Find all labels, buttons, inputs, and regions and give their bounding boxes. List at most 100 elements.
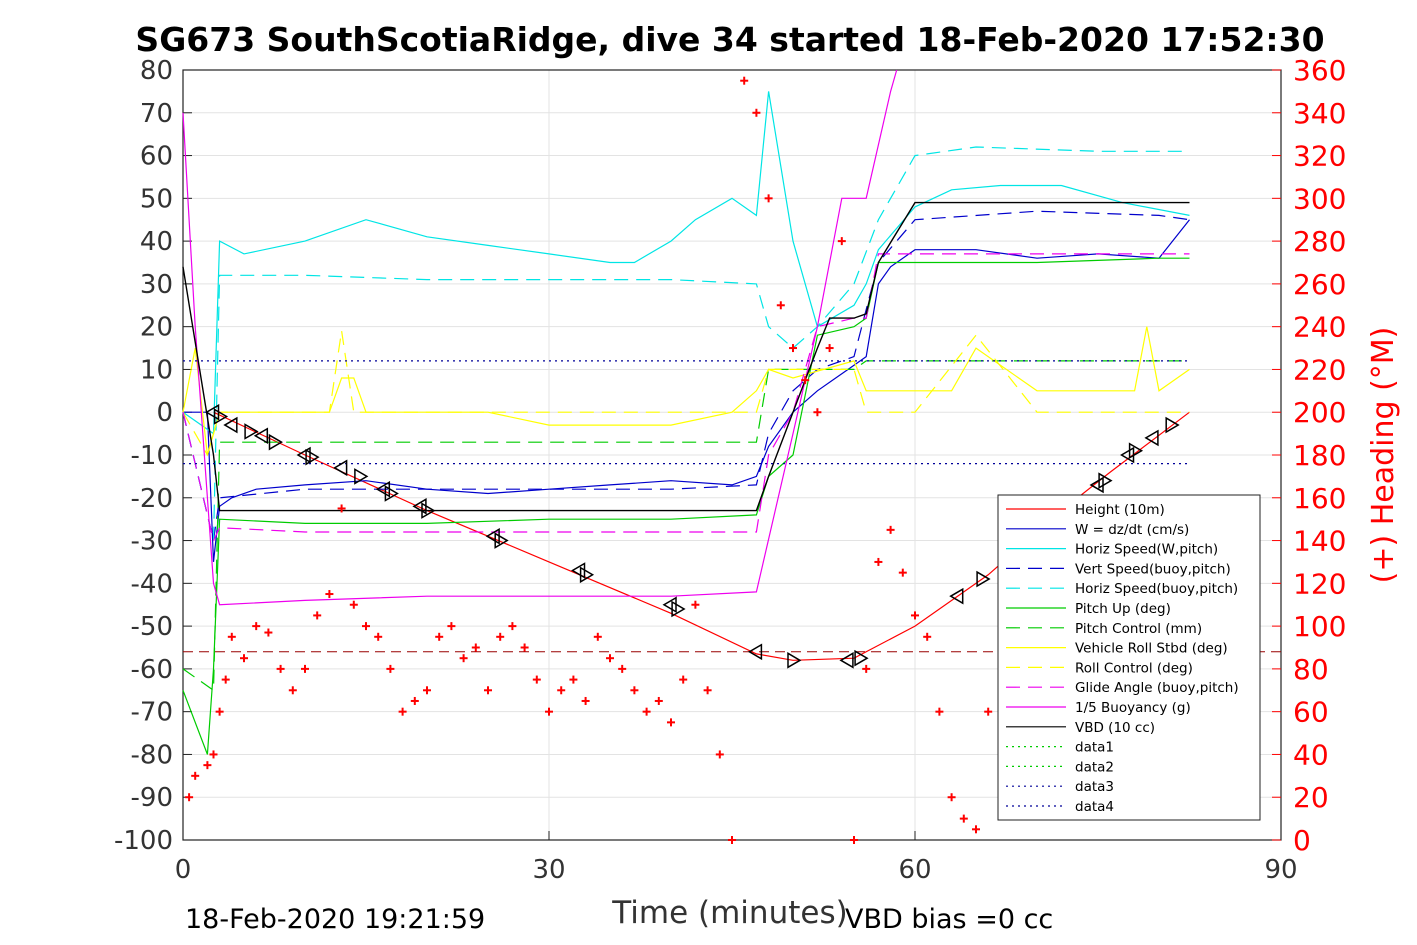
y-tick-label: 10: [140, 355, 173, 385]
heading-point: [703, 686, 712, 695]
legend-label: data2: [1075, 759, 1114, 775]
series-layer: [182, 69, 1281, 755]
triangle-markers: [205, 403, 1180, 669]
legend-label: W = dz/dt (cm/s): [1075, 522, 1189, 538]
y-tick-label: -60: [131, 655, 173, 685]
heading-point: [886, 525, 895, 534]
x-tick-label: 90: [1264, 855, 1297, 885]
heading-point: [496, 632, 505, 641]
triangle-marker: [976, 570, 991, 588]
heading-point: [301, 664, 309, 673]
legend-label: 1/5 Buoyancy (g): [1075, 700, 1191, 716]
y2-tick-label: 260: [1293, 268, 1346, 301]
heading-point: [776, 301, 785, 310]
triangle-marker: [787, 652, 802, 669]
legend-label: VBD (10 cc): [1075, 720, 1155, 736]
heading-point: [435, 632, 444, 641]
triangle-marker: [1144, 429, 1159, 447]
legend-label: data3: [1075, 779, 1114, 795]
heading-point: [557, 686, 566, 695]
y2-tick-label: 300: [1293, 182, 1346, 215]
heading-point: [691, 600, 700, 609]
footer-timestamp: 18-Feb-2020 19:21:59: [185, 904, 485, 935]
right-axis-ticks: 3603403203002802602402202001801601401201…: [1272, 54, 1346, 857]
heading-point: [959, 814, 968, 823]
heading-point: [459, 654, 468, 663]
legend-label: Vehicle Roll Stbd (deg): [1075, 641, 1228, 657]
y-tick-label: 40: [140, 227, 173, 257]
y2-tick-label: 140: [1293, 525, 1346, 558]
legend-label: Horiz Speed(W,pitch): [1075, 542, 1218, 558]
y-tick-label: 60: [140, 142, 173, 172]
heading-point: [581, 696, 590, 705]
heading-point: [185, 793, 194, 802]
triangle-marker: [296, 446, 311, 464]
y-tick-label: 80: [140, 56, 173, 86]
heading-point: [386, 664, 395, 673]
heading-point: [825, 344, 834, 353]
heading-point: [752, 108, 761, 117]
heading-point: [593, 632, 602, 641]
heading-point: [227, 632, 236, 641]
triangle-marker: [1098, 472, 1113, 489]
y2-tick-label: 280: [1293, 225, 1346, 258]
bottom-axis-ticks: 0 30 60 90: [175, 831, 1298, 885]
heading-point: [874, 557, 883, 566]
heading-point: [850, 836, 858, 844]
y-tick-label: -40: [131, 569, 173, 599]
heading-point: [191, 771, 200, 780]
y2-tick-label: 180: [1293, 439, 1346, 472]
heading-point: [423, 686, 431, 695]
series-line-10: [182, 69, 898, 606]
heading-point: [484, 686, 492, 695]
heading-point: [947, 793, 956, 802]
legend-label: Height (10m): [1075, 502, 1165, 518]
footer-vbd-bias: VBD bias =0 cc: [845, 904, 1053, 935]
heading-point: [252, 622, 261, 631]
triangle-marker: [421, 502, 436, 519]
heading-point: [508, 622, 517, 631]
heading-point: [288, 686, 297, 695]
heading-point: [209, 750, 218, 759]
heading-point: [728, 836, 736, 844]
y-tick-label: 30: [140, 270, 173, 300]
y2-tick-label: 40: [1293, 738, 1329, 771]
heading-point: [789, 344, 797, 353]
heading-point: [337, 504, 346, 513]
heading-point: [215, 707, 224, 716]
heading-point: [398, 707, 407, 716]
heading-point: [221, 675, 230, 684]
y2-tick-label: 240: [1293, 311, 1346, 344]
triangle-marker: [1165, 416, 1180, 434]
triangle-marker: [671, 600, 686, 618]
heading-point: [545, 707, 553, 716]
y-tick-label: -90: [131, 783, 173, 813]
series-line-4: [182, 146, 1190, 541]
y2-tick-label: 320: [1293, 140, 1346, 173]
y2-tick-label: 100: [1293, 610, 1346, 643]
heading-point: [923, 632, 932, 641]
triangle-marker: [253, 427, 269, 445]
y2-tick-label: 220: [1293, 353, 1346, 386]
heading-point: [325, 590, 334, 599]
heading-point: [471, 643, 480, 652]
triangle-marker: [494, 532, 509, 549]
heading-point: [862, 664, 871, 673]
legend-label: Pitch Up (deg): [1075, 601, 1171, 617]
legend-label: Glide Angle (buoy,pitch): [1075, 680, 1239, 696]
heading-point: [654, 696, 663, 705]
triangle-marker: [213, 408, 229, 425]
heading-point: [532, 675, 541, 684]
y-tick-label: 50: [140, 184, 173, 214]
triangle-marker: [354, 468, 369, 485]
legend: Height (10m) W = dz/dt (cm/s) Horiz Speed(…: [997, 494, 1261, 821]
heading-point: [935, 707, 944, 716]
legend-label: Vert Speed(buoy,pitch): [1075, 561, 1231, 577]
y2-tick-label: 120: [1293, 567, 1346, 600]
x-tick-label: 0: [175, 855, 192, 885]
legend-label: data4: [1075, 799, 1114, 815]
triangle-marker: [839, 652, 854, 669]
triangle-marker: [223, 416, 238, 434]
heading-point: [667, 718, 675, 727]
heading-point: [374, 632, 383, 641]
